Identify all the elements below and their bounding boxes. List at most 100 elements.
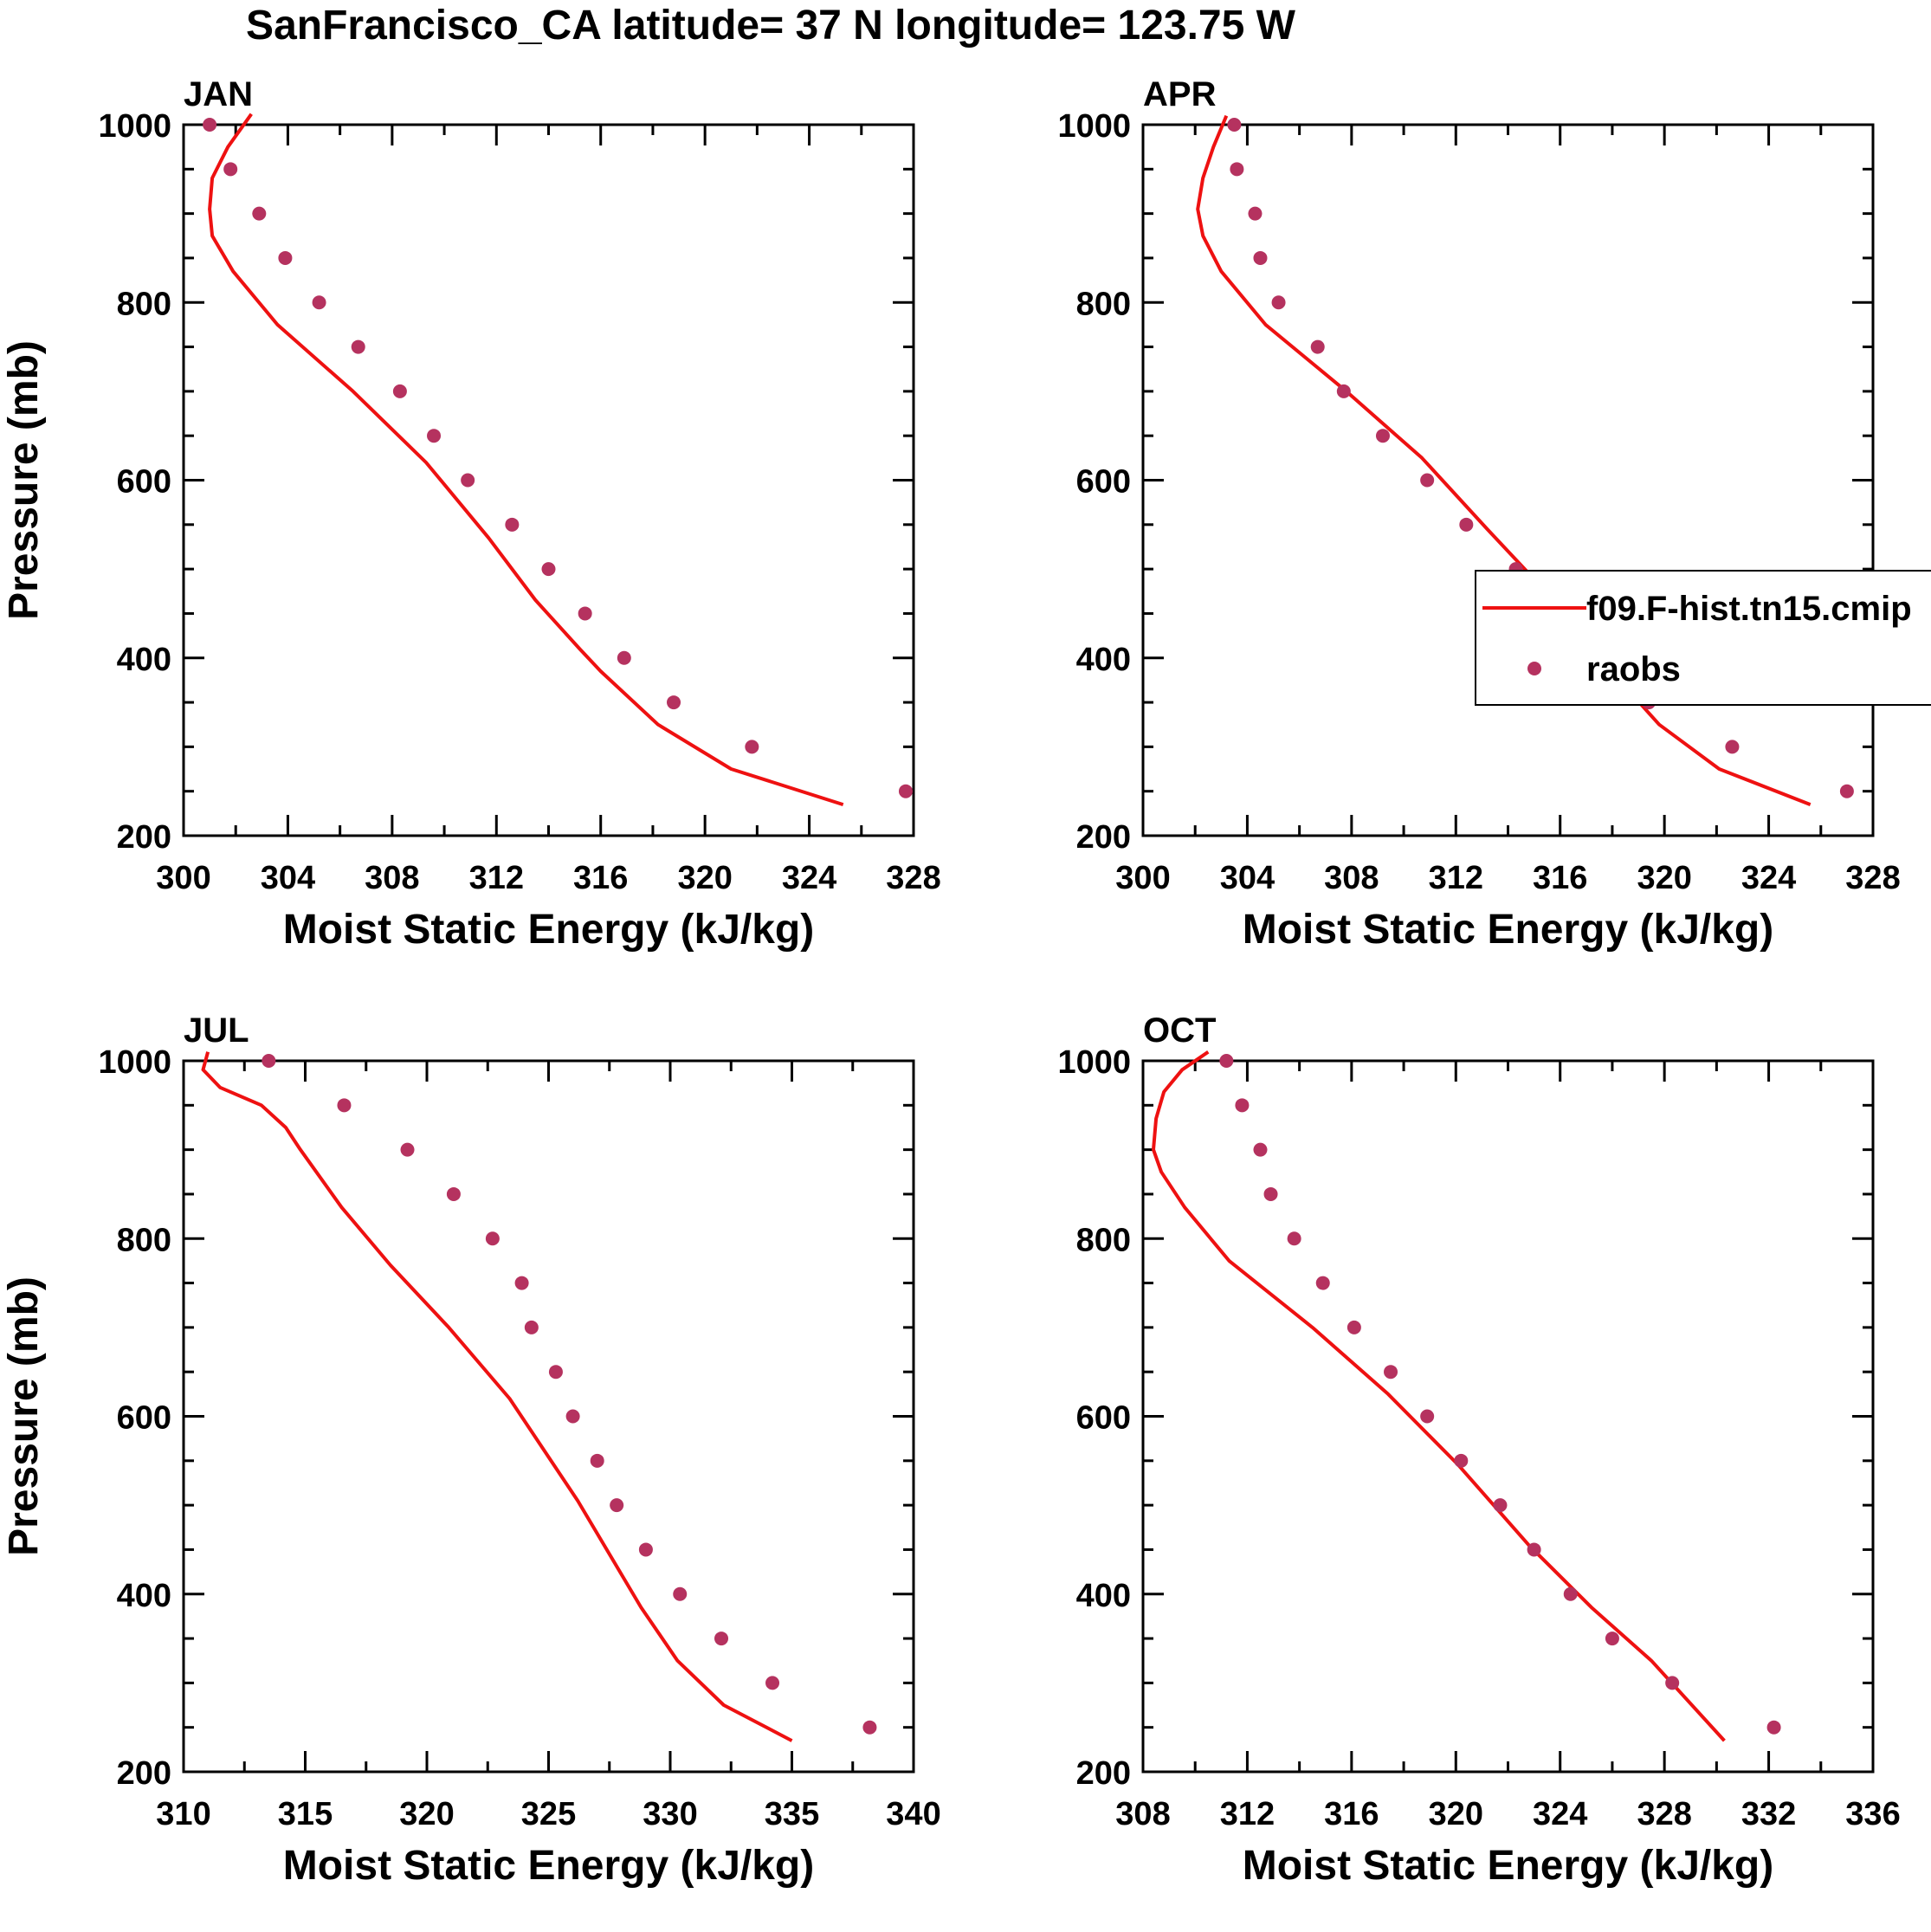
raobs-point: [745, 740, 759, 754]
raobs-point: [1253, 250, 1268, 265]
y-tick-label: 600: [117, 1400, 171, 1437]
y-tick-label: 600: [1076, 1400, 1131, 1437]
raobs-point: [714, 1632, 729, 1646]
x-tick-label: 312: [469, 860, 524, 896]
x-axis-label: Moist Static Energy (kJ/kg): [283, 907, 814, 953]
y-tick-label: 1000: [98, 1044, 171, 1081]
panel-title: APR: [1143, 75, 1217, 113]
y-tick-label: 400: [1076, 1578, 1131, 1614]
x-tick-label: 320: [399, 1796, 454, 1832]
panel-title: JUL: [184, 1011, 249, 1050]
raobs-point: [1235, 1098, 1250, 1113]
y-tick-label: 800: [1076, 286, 1131, 322]
raobs-point: [1527, 1542, 1541, 1557]
x-tick-label: 312: [1429, 860, 1483, 896]
plot-frame: [1141, 123, 1875, 837]
figure-title: SanFrancisco_CA latitude= 37 N longitude…: [246, 3, 1295, 48]
panel-title: JAN: [184, 75, 253, 113]
raobs-point: [898, 784, 913, 798]
x-tick-label: 335: [765, 1796, 819, 1832]
x-tick-label: 316: [1533, 860, 1587, 896]
raobs-point: [278, 250, 293, 265]
model-profile-line: [1152, 1050, 1726, 1742]
x-tick-label: 320: [1637, 860, 1691, 896]
raobs-point: [1253, 1142, 1268, 1157]
x-tick-label: 320: [1429, 1796, 1483, 1832]
y-tick-label: 1000: [1057, 1044, 1131, 1081]
raobs-point: [461, 473, 475, 488]
raobs-point: [862, 1720, 877, 1735]
x-axis-label: Moist Static Energy (kJ/kg): [1243, 907, 1773, 953]
y-tick-label: 400: [117, 1578, 171, 1614]
x-tick-label: 320: [677, 860, 732, 896]
raobs-point: [548, 1365, 563, 1380]
x-tick-label: 340: [886, 1796, 940, 1832]
x-tick-label: 308: [1324, 860, 1379, 896]
x-axis-label: Moist Static Energy (kJ/kg): [1243, 1843, 1773, 1889]
raobs-point: [673, 1586, 688, 1601]
x-tick-label: 304: [1220, 860, 1275, 896]
x-tick-label: 316: [573, 860, 628, 896]
x-tick-label: 330: [643, 1796, 697, 1832]
raobs-point: [351, 339, 365, 354]
y-tick-label: 400: [117, 642, 171, 678]
x-tick-label: 324: [1741, 860, 1796, 896]
raobs-point: [1248, 206, 1263, 221]
raobs-point: [1766, 1720, 1781, 1735]
panel-apr: 300 304 308 312 316 320 324 328 200 400 600 800 1000…: [1057, 75, 1900, 953]
x-tick-label: 316: [1324, 1796, 1379, 1832]
raobs-point: [223, 162, 238, 177]
raobs-point: [565, 1409, 580, 1424]
y-tick-label: 400: [1076, 642, 1131, 678]
y-tick-label: 1000: [1057, 108, 1131, 145]
model-profile-line: [201, 1051, 793, 1742]
raobs-point: [524, 1320, 539, 1334]
raobs-point: [1459, 517, 1474, 532]
y-tick-label: 800: [1076, 1222, 1131, 1258]
raobs-point: [1347, 1320, 1361, 1334]
raobs-point: [514, 1276, 529, 1290]
y-axis-label: Pressure (mb): [1, 340, 47, 620]
raobs-point: [262, 1054, 276, 1068]
x-tick-label: 300: [1115, 860, 1170, 896]
y-tick-label: 200: [1076, 819, 1131, 856]
y-tick-label: 600: [117, 464, 171, 501]
raobs-point: [1271, 295, 1286, 310]
plot-frame: [1141, 1059, 1875, 1774]
raobs-point: [1665, 1676, 1680, 1690]
y-axis-label: Pressure (mb): [1, 1276, 47, 1556]
x-tick-label: 325: [521, 1796, 576, 1832]
x-tick-label: 328: [1845, 860, 1900, 896]
raobs-point: [1375, 429, 1390, 443]
x-tick-label: 324: [782, 860, 836, 896]
raobs-point: [1420, 473, 1435, 488]
raobs-point: [1563, 1586, 1578, 1601]
plot-frame: [182, 1059, 915, 1774]
raobs-point: [1839, 784, 1854, 798]
raobs-point: [1336, 384, 1351, 398]
raobs-point: [1725, 740, 1740, 754]
panel-jan: 300 304 308 312 316 320 324 328 200 400 600 800 1000…: [1, 75, 941, 953]
legend-box: [1475, 570, 1931, 706]
x-tick-label: 328: [1637, 1796, 1691, 1832]
raobs-point: [427, 429, 442, 443]
x-tick-label: 308: [365, 860, 419, 896]
raobs-point: [1219, 1054, 1234, 1068]
raobs-point: [617, 650, 631, 665]
x-tick-label: 315: [278, 1796, 333, 1832]
raobs-point: [638, 1542, 653, 1557]
panel-oct: 308 312 316 320 324 328 332 336 200 400 600 800 1000…: [1057, 1011, 1900, 1889]
x-tick-label: 310: [156, 1796, 210, 1832]
legend-marker-swatch: [1527, 662, 1541, 675]
y-tick-label: 600: [1076, 464, 1131, 501]
x-tick-label: 304: [261, 860, 315, 896]
raobs-point: [1454, 1453, 1469, 1468]
x-tick-label: 308: [1115, 1796, 1170, 1832]
model-profile-line: [208, 113, 844, 807]
raobs-point: [392, 384, 407, 398]
y-tick-label: 800: [117, 286, 171, 322]
y-tick-label: 800: [117, 1222, 171, 1258]
raobs-point: [312, 295, 326, 310]
